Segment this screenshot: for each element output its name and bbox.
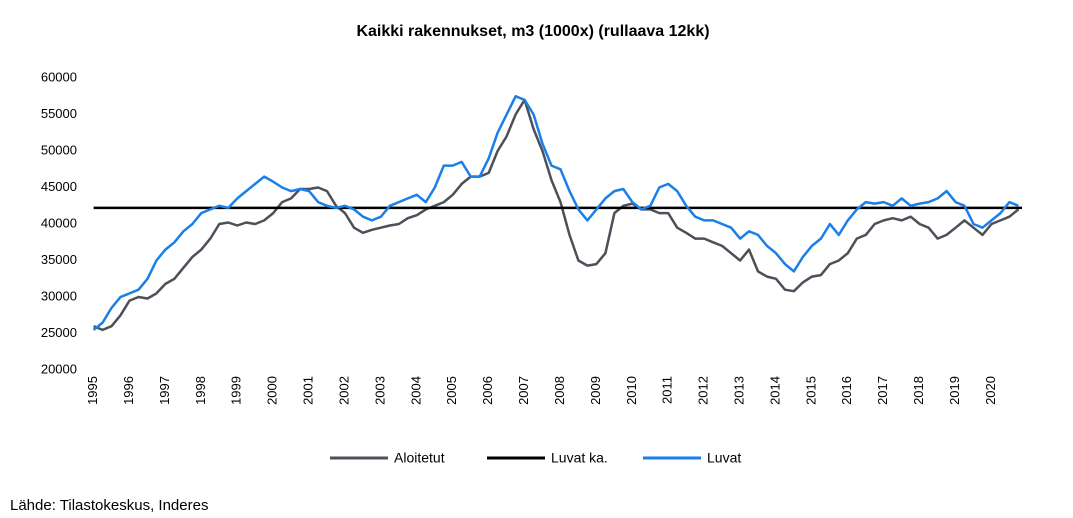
x-tick-label: 2016 (839, 376, 854, 405)
legend-label: Luvat (707, 450, 741, 466)
y-tick-label: 20000 (41, 361, 77, 376)
line-series (93, 98, 1020, 332)
y-tick-label: 30000 (41, 288, 77, 303)
y-tick-label: 25000 (41, 325, 77, 340)
x-tick-label: 2019 (947, 376, 962, 405)
x-tick-label: 1996 (121, 376, 136, 405)
x-tick-label: 2015 (803, 376, 818, 405)
x-tick-label: 2017 (875, 376, 890, 405)
line-series (92, 95, 1019, 331)
x-tick-label: 2020 (983, 376, 998, 405)
chart-title: Kaikki rakennukset, m3 (1000x) (rullaava… (356, 23, 709, 40)
y-tick-label: 40000 (41, 215, 77, 230)
x-tick-label: 2014 (767, 376, 782, 405)
y-tick-label: 55000 (41, 106, 77, 121)
x-tick-label: 2006 (480, 376, 495, 405)
x-tick-label: 2004 (408, 376, 423, 405)
x-tick-label: 2011 (660, 376, 675, 404)
x-tick-label: 1995 (85, 376, 100, 405)
x-tick-label: 2005 (444, 376, 459, 405)
y-tick-label: 45000 (41, 179, 77, 194)
y-tick-label: 50000 (41, 142, 77, 157)
y-tick-label: 35000 (41, 252, 77, 267)
x-tick-label: 2002 (336, 376, 351, 405)
source-note: Lähde: Tilastokeskus, Inderes (10, 497, 208, 514)
x-tick-label: 2007 (516, 376, 531, 405)
x-tick-label: 1999 (229, 376, 244, 405)
x-tick-label: 2000 (265, 376, 280, 405)
legend-label: Aloitetut (394, 450, 445, 466)
x-tick-label: 2003 (372, 376, 387, 405)
x-tick-label: 2008 (552, 376, 567, 405)
legend-label: Luvat ka. (551, 450, 608, 466)
x-tick-label: 2018 (911, 376, 926, 405)
x-tick-label: 1997 (157, 376, 172, 405)
x-tick-label: 2013 (732, 376, 747, 405)
x-tick-label: 2001 (301, 376, 316, 405)
x-tick-label: 2010 (624, 376, 639, 405)
x-tick-label: 2009 (588, 376, 603, 405)
x-tick-label: 1998 (193, 376, 208, 405)
x-tick-label: 2012 (696, 376, 711, 405)
y-tick-label: 60000 (41, 69, 77, 84)
